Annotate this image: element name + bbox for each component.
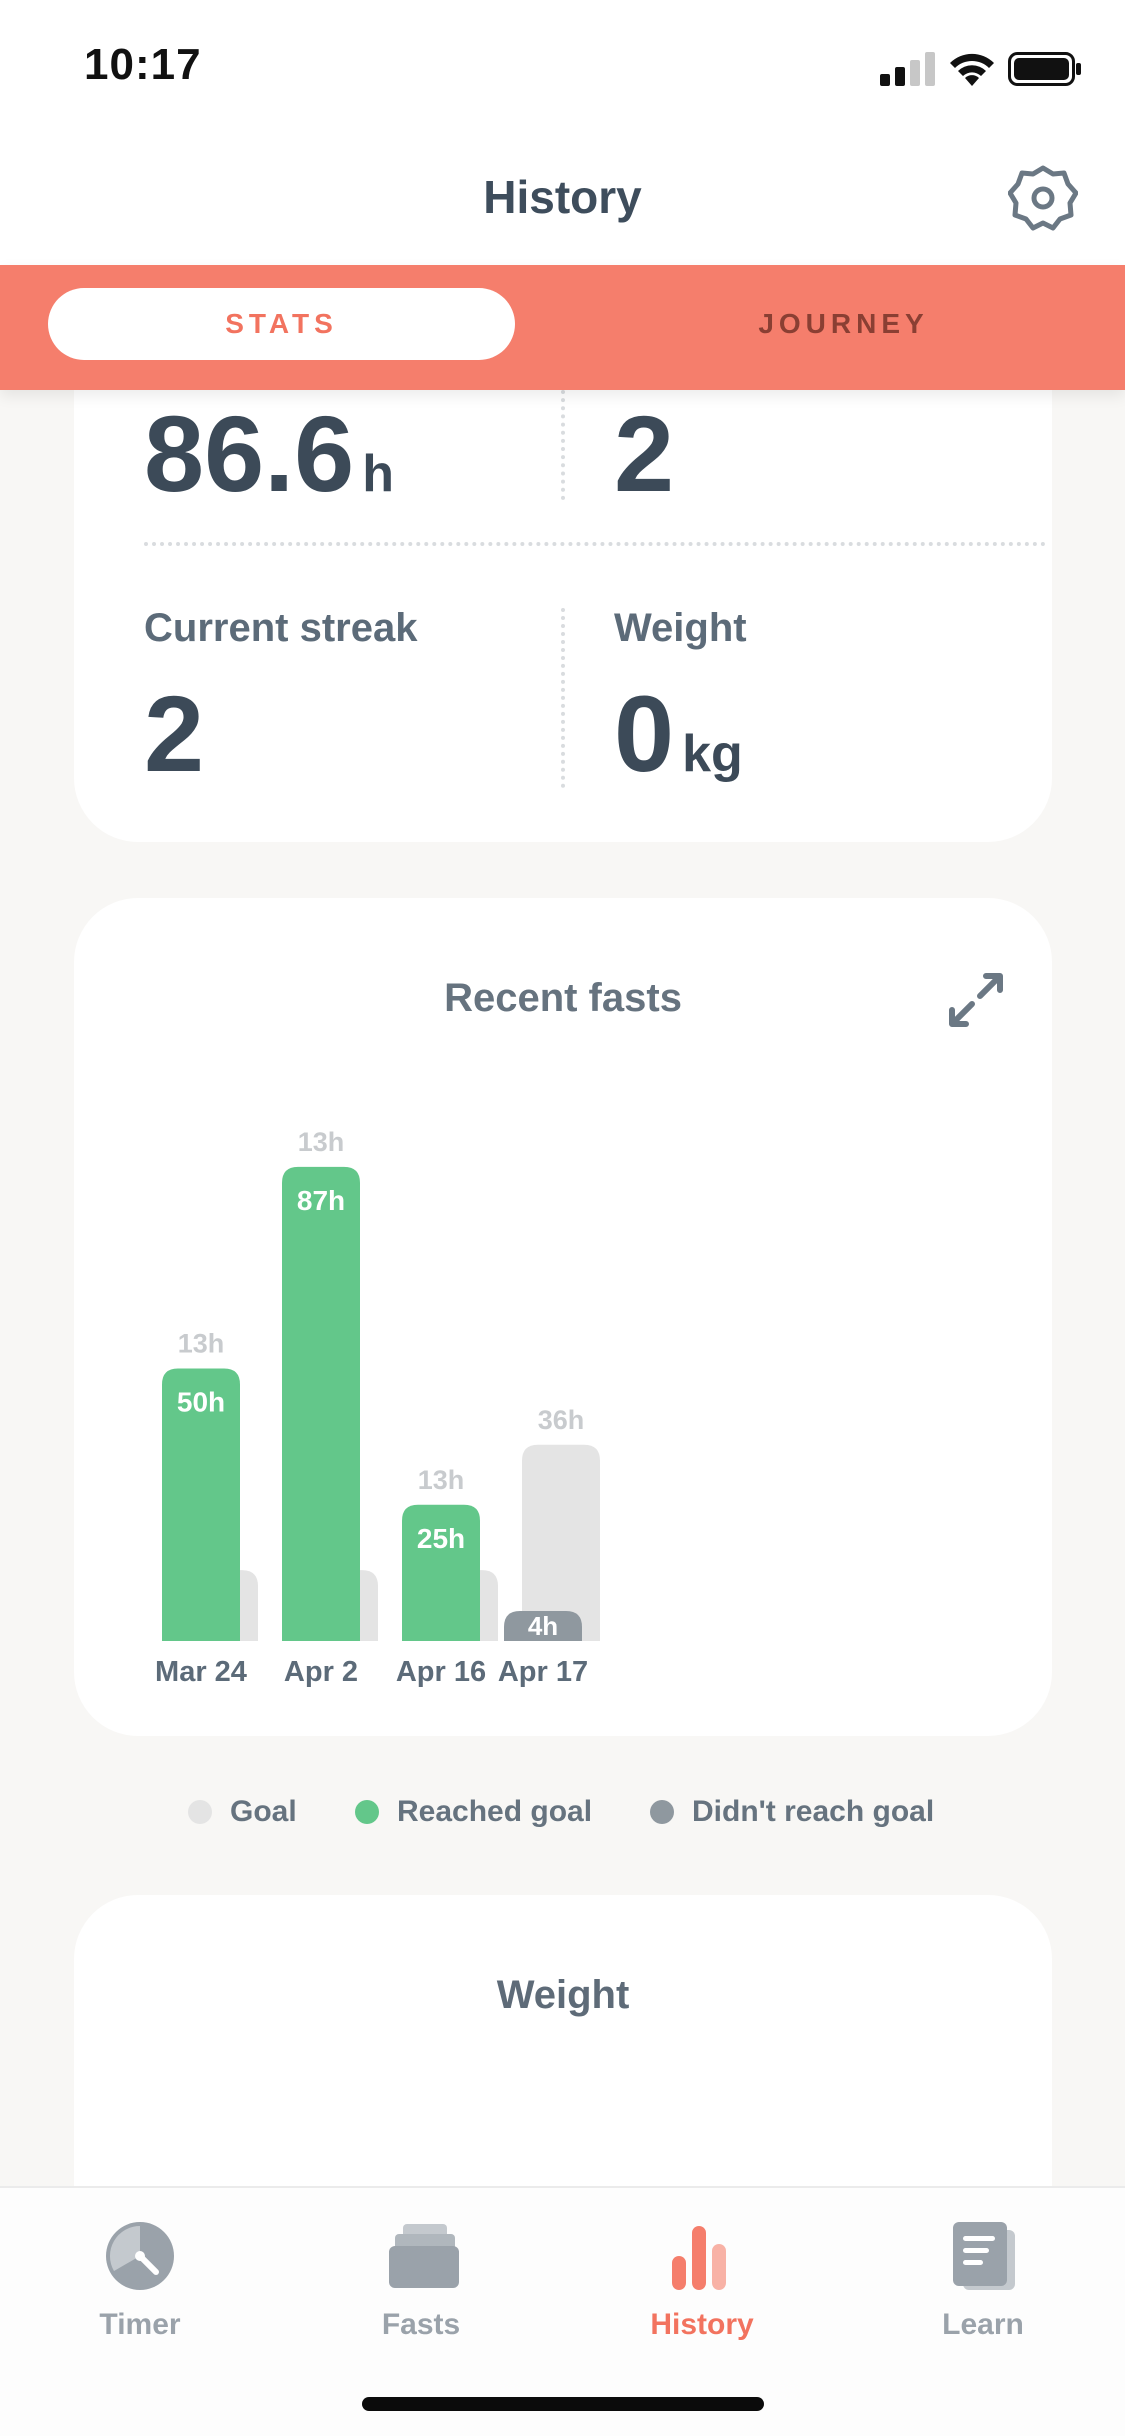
home-indicator bbox=[362, 2397, 764, 2411]
status-time: 10:17 bbox=[84, 40, 202, 89]
recent-fasts-chart: 50h 13h Mar 24 87h 13h Apr 2 25h 13h Apr 16 4h 36h… bbox=[155, 1127, 600, 1688]
current-streak-label: Current streak bbox=[144, 606, 418, 650]
recent-fasts-card: Recent fasts 50h 13h Mar 24 87h 13h Apr 2 25h 1… bbox=[74, 898, 1052, 1736]
bar-value-label: 25h bbox=[417, 1523, 465, 1554]
legend-item-reached: Reached goal bbox=[355, 1795, 592, 1829]
recent-fasts-title: Recent fasts bbox=[444, 976, 682, 1020]
legend-dot-goal bbox=[188, 1800, 212, 1824]
bottom-tab-bar: Timer Fasts History Learn bbox=[0, 2186, 1125, 2436]
bar-value-label: 87h bbox=[297, 1185, 345, 1216]
reached-bar bbox=[402, 1504, 480, 1641]
tab-label: Learn bbox=[942, 2308, 1024, 2341]
fasts-stack-icon bbox=[389, 2224, 459, 2288]
total-fasts-value: 2 bbox=[614, 393, 675, 514]
learn-book-icon bbox=[953, 2222, 1015, 2290]
goal-bar bbox=[522, 1444, 600, 1641]
vertical-divider bbox=[561, 390, 565, 500]
horizontal-divider bbox=[144, 542, 1046, 546]
tab-stats[interactable]: STATS bbox=[48, 288, 515, 360]
reached-bar bbox=[162, 1368, 240, 1641]
tab-label: Fasts bbox=[381, 2308, 461, 2341]
tab-label: History bbox=[650, 2308, 754, 2341]
weight-value: 0 kg bbox=[614, 673, 743, 794]
x-tick-label: Apr 16 bbox=[396, 1656, 486, 1688]
tab-fasts[interactable]: Fasts bbox=[321, 2216, 521, 2356]
tab-timer[interactable]: Timer bbox=[40, 2216, 240, 2356]
goal-label: 13h bbox=[298, 1127, 345, 1157]
history-bars-icon bbox=[672, 2226, 726, 2290]
legend-label: Goal bbox=[230, 1795, 297, 1828]
segment-control: STATS JOURNEY bbox=[0, 265, 1125, 390]
battery-icon bbox=[1008, 52, 1081, 86]
bar-value-label: 4h bbox=[528, 1611, 558, 1641]
weight-card: Weight bbox=[74, 1895, 1052, 2195]
x-tick-label: Apr 17 bbox=[498, 1656, 588, 1688]
nav-header: History bbox=[0, 130, 1125, 265]
legend-label: Didn't reach goal bbox=[692, 1795, 935, 1828]
tab-label: Timer bbox=[99, 2308, 181, 2341]
reached-bar bbox=[282, 1166, 360, 1641]
legend-item-goal: Goal bbox=[188, 1795, 297, 1829]
tab-journey[interactable]: JOURNEY bbox=[758, 308, 929, 339]
weight-label: Weight bbox=[614, 606, 747, 650]
weight-card-title: Weight bbox=[496, 1973, 630, 2017]
timer-icon bbox=[106, 2222, 174, 2290]
tab-history[interactable]: History bbox=[602, 2216, 802, 2356]
missed-bar bbox=[504, 1611, 582, 1641]
tab-learn[interactable]: Learn bbox=[883, 2216, 1083, 2356]
vertical-divider bbox=[561, 608, 565, 788]
status-bar: 10:17 bbox=[0, 0, 1125, 130]
current-streak-value: 2 bbox=[144, 673, 205, 794]
expand-icon[interactable] bbox=[946, 970, 1006, 1030]
bar-value-label: 50h bbox=[177, 1387, 225, 1418]
chart-legend: Goal Reached goal Didn't reach goal bbox=[0, 1795, 1125, 1835]
legend-label: Reached goal bbox=[397, 1795, 593, 1828]
gear-icon bbox=[1008, 165, 1078, 231]
total-hours-value: 86.6 h bbox=[144, 393, 394, 514]
cellular-signal-icon bbox=[880, 52, 935, 86]
page-title: History bbox=[483, 171, 642, 223]
goal-label: 13h bbox=[418, 1465, 465, 1495]
legend-item-missed: Didn't reach goal bbox=[650, 1795, 934, 1829]
goal-label: 36h bbox=[538, 1405, 585, 1435]
goal-label: 13h bbox=[178, 1329, 225, 1359]
wifi-icon bbox=[950, 53, 994, 86]
settings-button[interactable] bbox=[1005, 160, 1081, 236]
x-tick-label: Mar 24 bbox=[155, 1656, 247, 1688]
x-tick-label: Apr 2 bbox=[284, 1656, 358, 1688]
legend-dot-reached bbox=[355, 1800, 379, 1824]
legend-dot-missed bbox=[650, 1800, 674, 1824]
